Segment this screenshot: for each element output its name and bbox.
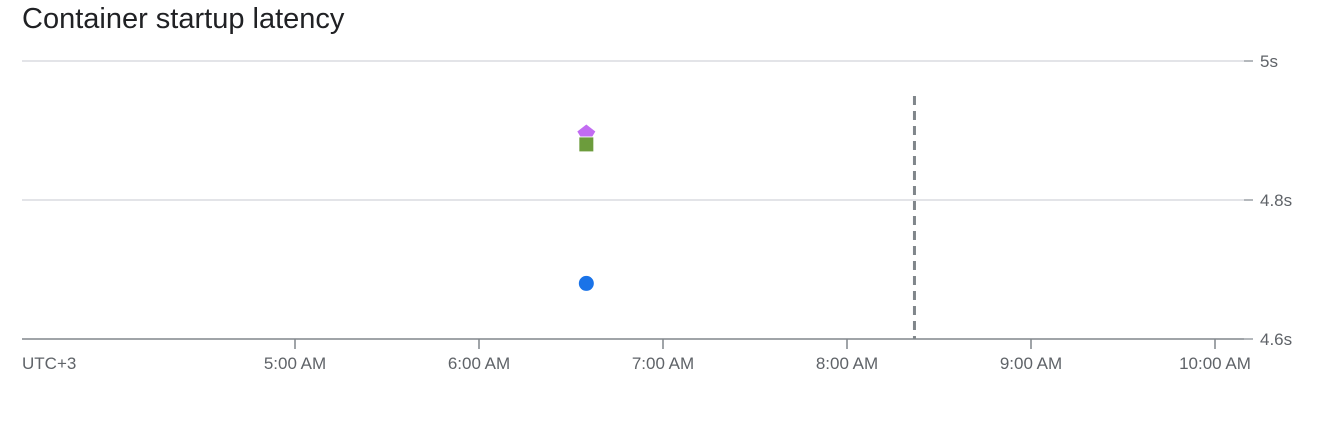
timezone-label: UTC+3: [22, 354, 76, 373]
x-tick-label: 5:00 AM: [264, 354, 326, 373]
y-tick-label: 5s: [1260, 52, 1278, 71]
x-tick-label: 6:00 AM: [448, 354, 510, 373]
x-axis: UTC+3 5:00 AM 6:00 AM 7:00 AM 8:00 AM 9:00 AM…: [22, 338, 1251, 373]
data-point-circle: [578, 275, 594, 291]
y-tick-label: 4.8s: [1260, 191, 1292, 210]
y-tick-label: 4.6s: [1260, 330, 1292, 349]
x-tick-label: 7:00 AM: [632, 354, 694, 373]
data-point-square: [579, 137, 594, 152]
data-points: [577, 124, 596, 291]
chart-title: Container startup latency: [22, 3, 345, 35]
data-point-diamond: [577, 124, 596, 137]
gridlines: [22, 60, 1253, 340]
y-axis: 5s 4.8s 4.6s: [1260, 52, 1292, 349]
x-tick-label: 8:00 AM: [816, 354, 878, 373]
x-tick-label: 9:00 AM: [1000, 354, 1062, 373]
x-tick-label: 10:00 AM: [1179, 354, 1251, 373]
